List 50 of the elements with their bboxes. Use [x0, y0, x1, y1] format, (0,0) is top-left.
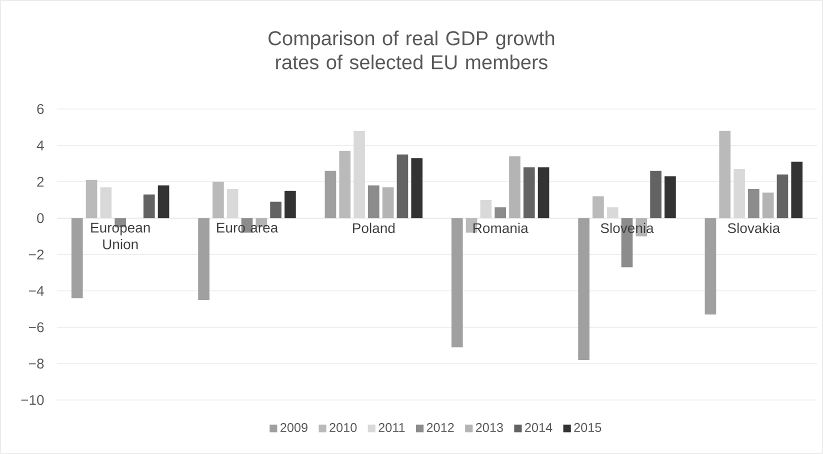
y-tick-label: 4: [36, 140, 44, 150]
y-tick-label: −2: [29, 250, 44, 260]
bar: [578, 218, 590, 360]
x-tick-label: Romania: [473, 222, 528, 234]
bar: [704, 218, 716, 315]
legend-label: 2009: [280, 423, 308, 432]
legend-label: 2010: [330, 423, 357, 432]
bar: [664, 176, 676, 218]
legend-label: 2011: [378, 423, 405, 432]
bar: [538, 167, 550, 218]
bar: [86, 180, 98, 218]
bar: [451, 218, 463, 348]
y-tick-label: −4: [29, 286, 44, 296]
x-tick-label: European Union: [91, 222, 150, 250]
legend-label: 2014: [525, 423, 552, 432]
y-tick-label: −6: [29, 322, 44, 332]
bar: [198, 218, 210, 300]
bar: [650, 170, 662, 218]
bar: [368, 185, 380, 218]
y-tick-label: −8: [29, 358, 44, 369]
bar: [776, 174, 788, 218]
bar: [143, 194, 155, 218]
bar: [270, 202, 282, 218]
legend-label: 2013: [476, 423, 503, 432]
y-tick-label: 6: [37, 104, 44, 114]
legend-label: 2015: [574, 423, 602, 432]
x-tick-label: Poland: [353, 222, 395, 234]
bar: [324, 170, 336, 218]
bar: [339, 150, 351, 218]
x-tick-label: Slovakia: [728, 222, 780, 234]
bar: [158, 185, 170, 218]
bar: [523, 167, 535, 218]
bar: [284, 190, 296, 218]
bar: [592, 196, 604, 218]
bar: [212, 182, 224, 218]
bar: [71, 218, 83, 298]
bar: [719, 130, 731, 218]
bar: [509, 156, 520, 218]
bar: [748, 189, 760, 218]
y-tick-label: 0: [37, 213, 44, 224]
bar: [762, 192, 774, 218]
y-tick-label: 2: [37, 176, 44, 187]
chart-title: Comparison of real GDP growth rates of selected EU members: [268, 30, 554, 70]
y-tick-label: −10: [21, 395, 44, 405]
bar: [791, 162, 803, 218]
legend-label: 2012: [426, 423, 454, 432]
bar: [396, 154, 408, 218]
bar: [411, 158, 423, 218]
bar: [382, 187, 394, 218]
bar: [494, 207, 506, 218]
